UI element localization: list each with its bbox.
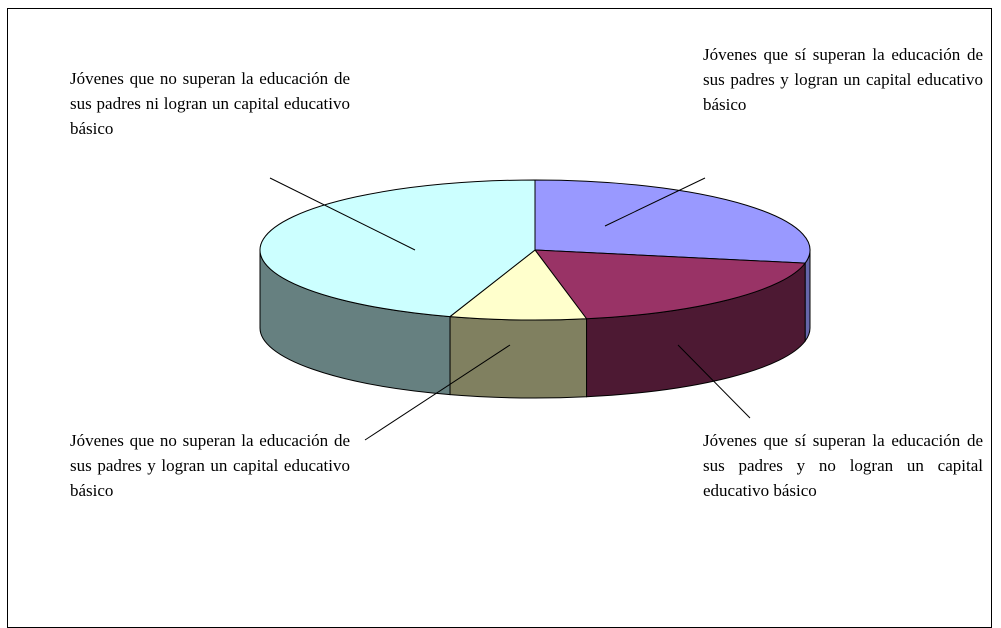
slice bbox=[259, 179, 536, 318]
slice bbox=[534, 179, 811, 264]
slice bbox=[448, 249, 588, 321]
slice-label: Jóvenes que sí superan la educación de s… bbox=[703, 45, 983, 114]
page: Jóvenes que sí superan la educación de s… bbox=[7, 8, 992, 628]
chart bbox=[259, 177, 811, 441]
slice-side bbox=[804, 249, 811, 343]
leader-line bbox=[364, 344, 511, 441]
slice-side bbox=[449, 316, 588, 399]
slice-label: Jóvenes que no superan la educación de s… bbox=[70, 69, 350, 138]
leader-line bbox=[269, 177, 416, 251]
slice-label: Jóvenes que no superan la educación de s… bbox=[70, 431, 350, 500]
slice-label: Jóvenes que sí superan la educación de s… bbox=[703, 431, 983, 500]
leader-line bbox=[604, 177, 706, 227]
pie bbox=[259, 179, 811, 399]
leader-line bbox=[677, 344, 751, 419]
leader-lines bbox=[269, 177, 751, 441]
slice bbox=[533, 249, 807, 320]
